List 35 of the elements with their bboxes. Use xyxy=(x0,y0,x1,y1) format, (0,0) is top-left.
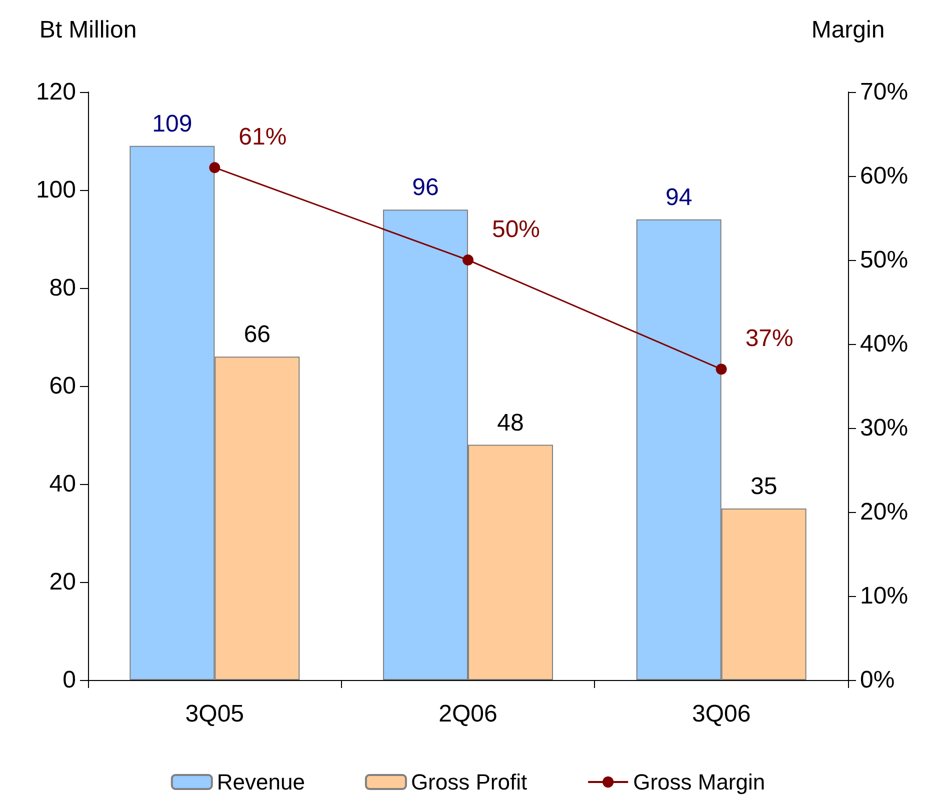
point xyxy=(462,254,474,266)
y-tick-label: 120 xyxy=(36,78,76,106)
x-tick-label: 2Q06 xyxy=(438,700,498,728)
y2-tick-label: 60% xyxy=(860,162,908,190)
data-label: 50% xyxy=(492,216,540,243)
y-tick-label: 40 xyxy=(49,470,76,498)
data-label: 35 xyxy=(750,473,778,500)
y-axis-title: Bt Million xyxy=(39,16,137,44)
data-label: 66 xyxy=(244,321,271,348)
point xyxy=(209,162,220,174)
data-label: 37% xyxy=(745,325,794,352)
y2-tick-label: 20% xyxy=(860,498,908,526)
y-tick-label: 60 xyxy=(49,372,76,400)
y-tick-label: 20 xyxy=(49,568,76,596)
x-tick-label: 3Q05 xyxy=(185,700,244,728)
y-tick-label: 0 xyxy=(62,666,76,694)
y2-tick-label: 50% xyxy=(860,246,908,274)
data-label: 109 xyxy=(152,110,192,138)
data-label: 48 xyxy=(497,409,524,436)
y2-tick-label: 40% xyxy=(860,330,908,358)
data-label: 61% xyxy=(238,124,287,151)
y2-tick-label: 10% xyxy=(860,582,908,610)
y-tick-label: 80 xyxy=(49,274,76,302)
y2-tick-label: 30% xyxy=(860,414,908,442)
point xyxy=(716,364,727,375)
data-label: 94 xyxy=(665,184,692,211)
legend-label: Gross Profit xyxy=(410,770,528,794)
y-tick-label: 100 xyxy=(36,176,76,204)
y2-tick-label: 0% xyxy=(860,666,895,694)
x-tick-label: 3Q06 xyxy=(692,700,751,728)
legend-label: Revenue xyxy=(216,770,305,794)
data-label: 96 xyxy=(412,174,439,202)
legend-label: Gross Margin xyxy=(633,770,766,794)
y2-axis-title: Margin xyxy=(811,16,885,44)
y2-tick-label: 70% xyxy=(860,78,908,106)
